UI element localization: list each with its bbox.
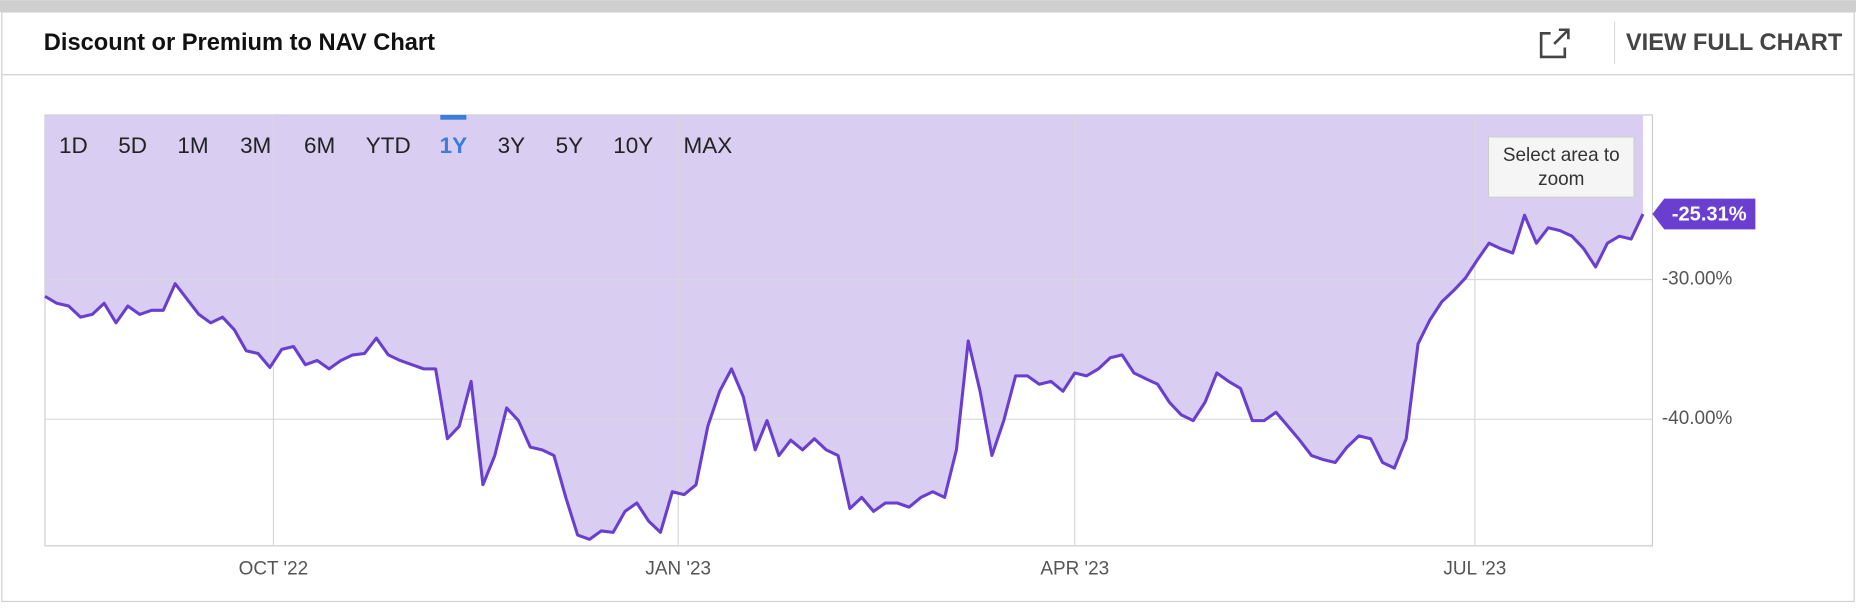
area — [44, 114, 1643, 540]
range-button[interactable]: 1D — [59, 133, 88, 158]
range-button[interactable]: 1Y — [440, 133, 467, 158]
y-tick-label: -30.00% — [1662, 269, 1733, 290]
view-full-chart[interactable]: VIEW FULL CHART — [1626, 30, 1843, 56]
x-tick-label: APR '23 — [1040, 559, 1109, 580]
range-button[interactable]: MAX — [683, 133, 732, 158]
zoom-hint-box: Select area to zoom — [1487, 136, 1635, 198]
plot: -30.00% -40.00% OCT '22 JAN '23 APR '23 JUL '… — [44, 114, 1756, 580]
last-value-tag — [1652, 198, 1756, 230]
range-button[interactable]: 10Y — [613, 133, 653, 158]
x-tick-label: JUL '23 — [1443, 559, 1506, 580]
export-icon[interactable] — [1539, 28, 1570, 59]
range-button[interactable]: 3M — [240, 133, 271, 158]
range-button[interactable]: 1M — [177, 133, 208, 158]
range-button[interactable]: YTD — [366, 133, 411, 158]
y-tick-label: -40.00% — [1662, 408, 1733, 429]
last-value-label: -25.31% — [1672, 203, 1747, 225]
zoom-hint: Select area to zoom — [1487, 136, 1635, 198]
line — [44, 213, 1645, 541]
top-bar — [0, 0, 1856, 13]
x-tick-label: OCT '22 — [239, 559, 309, 580]
range-button[interactable]: 6M — [304, 133, 335, 158]
range-button[interactable]: 3Y — [498, 133, 525, 158]
range-button[interactable]: 5D — [118, 133, 147, 158]
x-tick-label: JAN '23 — [645, 559, 711, 580]
range-selected-bar — [440, 114, 467, 120]
panel-title: Discount or Premium to NAV Chart — [44, 30, 435, 56]
range-button[interactable]: 5Y — [556, 133, 583, 158]
